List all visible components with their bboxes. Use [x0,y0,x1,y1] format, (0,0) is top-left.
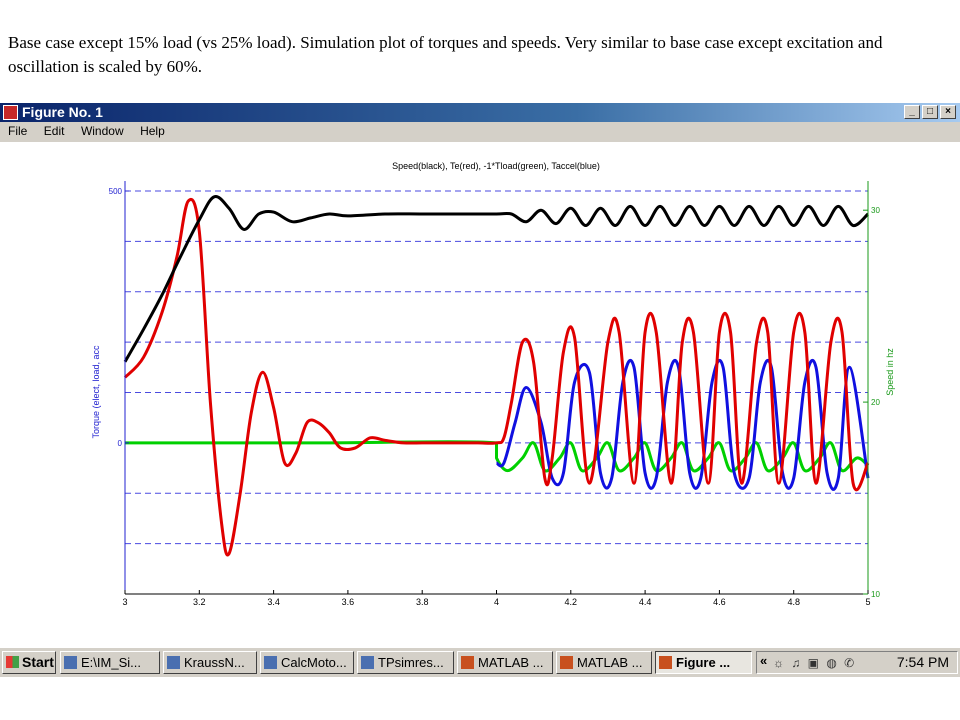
taskbar-item-label: TPsimres... [378,655,444,670]
system-tray: « ☼ ♫ ▣ ◍ ✆ 7:54 PM [756,651,958,674]
menu-window[interactable]: Window [80,124,124,138]
taskbar-item-label: CalcMoto... [281,655,347,670]
taskbar-item[interactable]: CalcMoto... [260,651,354,674]
window-title: Figure No. 1 [22,104,103,120]
taskbar-item[interactable]: Figure ... [655,651,752,674]
app-icon [167,656,180,669]
taskbar-item-label: MATLAB ... [478,655,544,670]
app-icon [461,656,474,669]
tray-icons[interactable]: ☼ ♫ ▣ ◍ ✆ [773,656,857,670]
x-tick-label: 3.2 [193,597,206,607]
start-button[interactable]: Start [2,651,56,674]
chart-title: Speed(black), Te(red), -1*Tload(green), … [392,161,600,171]
taskbar: Start E:\IM_Si... KraussN... CalcMoto... TP… [0,647,960,677]
y2-tick-label: 30 [871,206,880,215]
x-tick-label: 3.6 [342,597,355,607]
y-tick-label: 0 [118,439,123,448]
x-tick-label: 3.4 [267,597,280,607]
x-tick-label: 4.6 [713,597,726,607]
x-tick-label: 4.4 [639,597,652,607]
series-te [123,197,870,557]
windows-logo-icon [6,656,19,668]
matlab-icon [3,105,18,120]
series-taccel [495,359,870,491]
menu-file[interactable]: File [8,124,28,138]
tray-expand-icon[interactable]: « [760,653,768,668]
menu-bar: File Edit Window Help [0,122,960,141]
app-icon [560,656,573,669]
start-label: Start [22,654,54,670]
x-tick-label: 3 [122,597,127,607]
x-tick-label: 5 [865,597,870,607]
x-tick-label: 4.2 [565,597,578,607]
y-tick-label: 500 [109,187,123,196]
figure-canvas: Speed(black), Te(red), -1*Tload(green), … [0,141,960,648]
slide-caption: Base case except 15% load (vs 25% load).… [8,33,883,76]
taskbar-item-label: MATLAB ... [577,655,643,670]
y2-axis-label: Speed in hz [885,348,895,396]
taskbar-item[interactable]: E:\IM_Si... [60,651,160,674]
taskbar-item[interactable]: MATLAB ... [457,651,553,674]
taskbar-item-label: Figure ... [676,655,731,670]
y2-tick-label: 10 [871,590,880,599]
window-titlebar[interactable]: Figure No. 1 _ □ × [0,103,960,122]
clock: 7:54 PM [896,654,949,670]
minimize-button[interactable]: _ [904,105,920,119]
app-icon [64,656,77,669]
y2-tick-label: 20 [871,398,880,407]
series-tload [125,440,869,473]
figure-window: Figure No. 1 _ □ × File Edit Window Help… [0,103,960,648]
taskbar-item[interactable]: KraussN... [163,651,257,674]
taskbar-item[interactable]: MATLAB ... [556,651,652,674]
plot-area[interactable]: Speed(black), Te(red), -1*Tload(green), … [0,142,960,648]
maximize-button[interactable]: □ [922,105,938,119]
x-tick-label: 4.8 [787,597,800,607]
app-icon [361,656,374,669]
taskbar-item-label: E:\IM_Si... [81,655,141,670]
menu-edit[interactable]: Edit [43,124,65,138]
x-tick-label: 4 [494,597,499,607]
close-button[interactable]: × [940,105,956,119]
x-tick-label: 3.8 [416,597,429,607]
y-axis-label: Torque (elect, load, acc [91,345,101,439]
app-icon [659,656,672,669]
taskbar-item[interactable]: TPsimres... [357,651,454,674]
menu-help[interactable]: Help [140,124,165,138]
app-icon [264,656,277,669]
taskbar-item-label: KraussN... [184,655,245,670]
series-speed [123,195,870,363]
